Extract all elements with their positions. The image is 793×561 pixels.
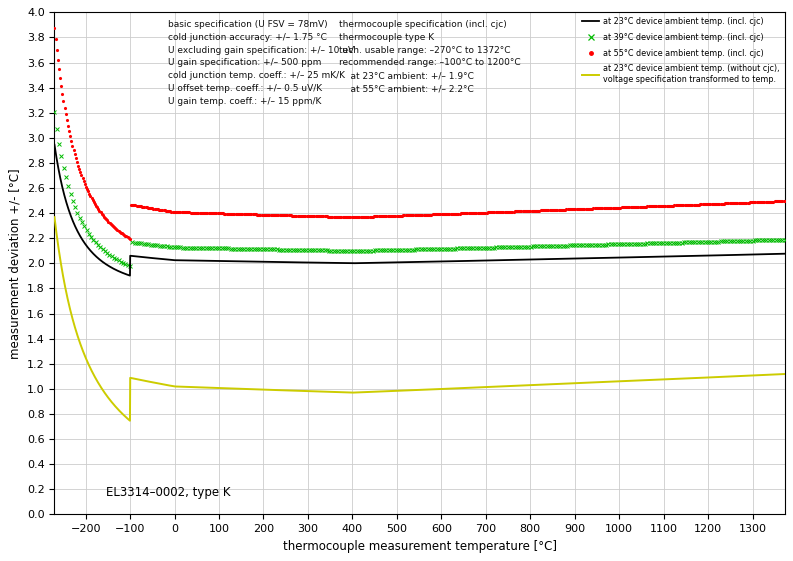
Text: basic specification (U FSV = 78mV)
cold junction accuracy: +/– 1.75 °C
U excludi: basic specification (U FSV = 78mV) cold … <box>167 20 354 106</box>
X-axis label: thermocouple measurement temperature [°C]: thermocouple measurement temperature [°C… <box>282 540 557 553</box>
Legend: at 23°C device ambient temp. (incl. cjc), at 39°C device ambient temp. (incl. cj: at 23°C device ambient temp. (incl. cjc)… <box>578 13 783 87</box>
Text: EL3314–0002, type K: EL3314–0002, type K <box>105 486 230 499</box>
Y-axis label: measurement deviation +/- [°C]: measurement deviation +/- [°C] <box>9 168 21 358</box>
Text: thermocouple specification (incl. cjc)
thermocouple type K
tech. usable range: –: thermocouple specification (incl. cjc) t… <box>339 20 521 93</box>
